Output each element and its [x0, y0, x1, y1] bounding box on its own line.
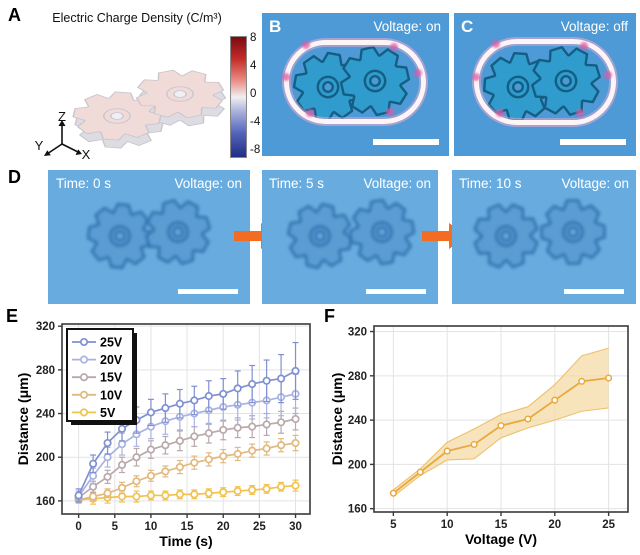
svg-text:15: 15 — [495, 519, 508, 531]
voltage-status: Voltage: on — [363, 176, 431, 191]
microchannel-ring — [474, 39, 616, 125]
charge-density-3d-model — [72, 69, 227, 149]
scale-bar — [564, 289, 624, 294]
panel-d-frame-10s: Time: 10 s Voltage: on — [452, 170, 636, 304]
svg-text:20: 20 — [548, 519, 561, 531]
panel-e-label: E — [6, 306, 19, 326]
svg-text:0: 0 — [75, 521, 81, 533]
colorbar-tick: 0 — [250, 88, 257, 100]
legend-label-15V: 15V — [100, 371, 123, 385]
time-label: Time: 0 s — [56, 176, 112, 191]
svg-text:280: 280 — [348, 371, 367, 383]
legend: 25V 20V 15V 10V 5V — [66, 328, 137, 425]
panel-d-frame-5s: Time: 5 s Voltage: on — [262, 170, 438, 304]
colorbar-tick: -4 — [250, 116, 261, 128]
svg-text:5: 5 — [112, 521, 119, 533]
scale-bar — [373, 139, 439, 145]
distance-vs-voltage-chart: 5 10 15 20 25 160 200 240 280 320 Voltage (V) Dista… — [330, 325, 629, 547]
series-5V — [74, 479, 300, 505]
legend-label-20V: 20V — [100, 353, 123, 367]
legend-label-25V: 25V — [100, 336, 123, 350]
series-10V — [74, 434, 300, 504]
gears-image-t5 — [286, 198, 416, 270]
time-label: Time: 10 s — [459, 176, 522, 191]
gears-image-t0 — [86, 198, 212, 270]
svg-text:320: 320 — [36, 321, 55, 333]
x-axis-title: Time (s) — [159, 533, 212, 549]
svg-text:240: 240 — [36, 409, 55, 421]
series-15V — [74, 407, 300, 503]
x-axis-label: X — [82, 147, 91, 162]
panel-c-micrograph: C Voltage: off — [454, 13, 636, 156]
legend-label-10V: 10V — [100, 388, 123, 402]
panel-f-label: F — [324, 306, 335, 326]
scale-bar — [178, 289, 238, 294]
svg-text:10: 10 — [441, 519, 454, 531]
panel-c-voltage-status: Voltage: off — [560, 19, 628, 34]
panel-b-label: B — [269, 17, 282, 36]
svg-text:25: 25 — [602, 519, 615, 531]
y-axis-title: Distance (μm) — [330, 373, 345, 466]
scale-bar — [366, 289, 426, 294]
colorbar-tick: 4 — [250, 60, 257, 72]
colorbar — [230, 36, 247, 158]
y-arrowhead — [44, 150, 51, 156]
svg-text:280: 280 — [36, 365, 55, 377]
svg-text:160: 160 — [36, 496, 55, 508]
distance-vs-time-chart: 0 5 10 15 20 25 30 160 200 240 280 320 Time (s) Dista… — [16, 321, 311, 549]
svg-text:240: 240 — [348, 415, 367, 427]
z-arrowhead — [58, 120, 66, 126]
panel-d-frame-0s: Time: 0 s Voltage: on — [48, 170, 250, 304]
y-axis-title: Distance (μm) — [16, 373, 31, 466]
panel-d-label: D — [8, 167, 21, 187]
svg-text:20: 20 — [217, 521, 230, 533]
voltage-status: Voltage: on — [174, 176, 242, 191]
svg-text:160: 160 — [348, 504, 367, 516]
series-25V — [74, 341, 300, 503]
svg-text:320: 320 — [348, 327, 367, 339]
gears-image-t10 — [473, 199, 606, 269]
svg-text:200: 200 — [348, 459, 367, 471]
colorbar-tick: -8 — [250, 144, 261, 156]
scale-bar — [560, 139, 626, 145]
microchannel-ring — [284, 40, 426, 124]
x-arrowhead — [75, 149, 82, 155]
svg-text:30: 30 — [289, 521, 302, 533]
panel-c-label: C — [461, 17, 474, 36]
panel-a-label: A — [8, 5, 21, 25]
colorbar-tick: 8 — [250, 32, 257, 44]
legend-label-5V: 5V — [100, 406, 116, 420]
svg-text:15: 15 — [181, 521, 194, 533]
panel-a-title: Electric Charge Density (C/m³) — [52, 11, 222, 25]
svg-text:200: 200 — [36, 452, 55, 464]
panel-b-voltage-status: Voltage: on — [373, 19, 441, 34]
voltage-status: Voltage: on — [561, 176, 629, 191]
z-axis-label: Z — [58, 112, 66, 124]
time-label: Time: 5 s — [269, 176, 325, 191]
axis-triad: Z Y X — [35, 112, 91, 162]
y-axis-label: Y — [35, 138, 44, 153]
svg-text:25: 25 — [253, 521, 266, 533]
svg-text:5: 5 — [390, 519, 397, 531]
x-axis-title: Voltage (V) — [465, 531, 537, 547]
svg-text:10: 10 — [145, 521, 158, 533]
panel-b-micrograph: B Voltage: on — [262, 13, 449, 156]
